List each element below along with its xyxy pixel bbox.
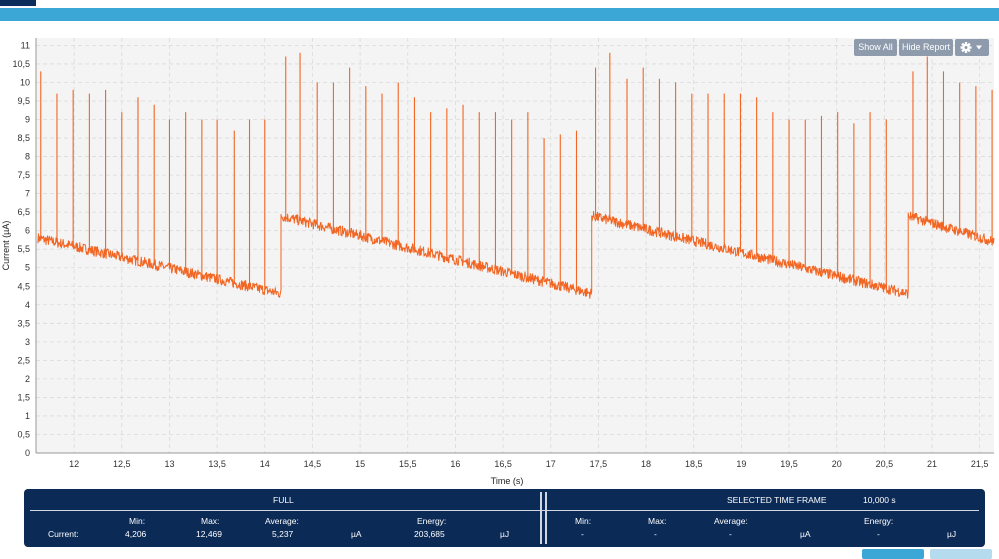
full-min-label: Min: [129,516,146,526]
current-chart[interactable]: 0 0,5 1 1,5 2 2,5 3 3,5 4 4,5 5 5,5 6 6,5 7 7,5 8 8,5 9 9,5… [0,30,999,490]
selected-energy-value: - [877,529,880,539]
selected-average-label: Average: [714,516,748,526]
selected-timeframe-header: SELECTED TIME FRAME [727,495,827,505]
y-tick-label: 5,5 [17,244,30,254]
gear-icon [960,42,982,53]
full-max-label: Max: [201,516,220,526]
y-tick-label: 1 [25,411,30,421]
x-tick-label: 14,5 [304,459,322,469]
x-tick-label: 18 [641,459,651,469]
y-tick-label: 1,5 [17,392,30,402]
spike-group [40,52,993,290]
plot-area [36,38,994,453]
full-average-value: 5,237 [272,529,294,539]
y-tick-label: 4 [25,300,30,310]
selected-duration: 10,000 s [863,495,896,505]
y-tick-label: 0,5 [17,429,30,439]
y-tick-label: 0 [25,448,30,458]
selected-energy-unit: µJ [947,529,957,539]
y-tick-label: 10,5 [12,59,30,69]
current-row-label: Current: [48,529,79,539]
y-tick-label: 10 [20,77,30,87]
y-tick-label: 8 [25,152,30,162]
x-tick-label: 20 [832,459,842,469]
y-tick-label: 9,5 [17,96,30,106]
y-tick-label: 7,5 [17,170,30,180]
x-tick-label: 17,5 [590,459,608,469]
x-tick-label: 14 [260,459,270,469]
x-tick-label: 18,5 [685,459,703,469]
y-tick-label: 2 [25,374,30,384]
x-tick-label: 13 [164,459,174,469]
selected-average-value: - [729,529,732,539]
x-tick-label: 19,5 [780,459,798,469]
y-tick-label: 3 [25,337,30,347]
full-energy-unit: µJ [500,529,510,539]
full-average-unit: µA [351,529,362,539]
selected-average-unit: µA [800,529,811,539]
report-divider [30,510,979,511]
y-tick-label: 8,5 [17,133,30,143]
x-tick-label: 16 [450,459,460,469]
full-header: FULL [273,495,294,505]
x-tick-label: 20,5 [876,459,894,469]
y-tick-label: 4,5 [17,281,30,291]
x-axis-label: Time (s) [491,476,524,486]
full-min-value: 4,206 [125,529,147,539]
x-tick-label: 13,5 [208,459,226,469]
x-tick-label: 19 [736,459,746,469]
x-tick-label: 12,5 [113,459,131,469]
full-energy-label: Energy: [417,516,447,526]
y-tick-label: 2,5 [17,355,30,365]
report-separator [545,492,547,544]
y-tick-label: 3,5 [17,318,30,328]
header-bar [0,8,999,21]
y-axis-label: Current (µA) [1,221,11,271]
report-separator [540,492,542,544]
report-panel: FULL SELECTED TIME FRAME 10,000 s Curren… [24,489,985,547]
bottom-action-button[interactable] [862,549,924,559]
selected-max-label: Max: [648,516,667,526]
x-tick-label: 12 [69,459,79,469]
x-tick-label: 21,5 [971,459,989,469]
y-tick-label: 6,5 [17,207,30,217]
selected-min-value: - [581,529,584,539]
grid-lines [36,38,994,454]
chevron-down-icon [976,45,982,50]
bottom-action-button-disabled[interactable] [930,549,992,559]
show-all-button[interactable]: Show All [854,39,897,56]
x-tick-label: 15,5 [399,459,417,469]
app-header [0,0,999,22]
x-tick-label: 15 [355,459,365,469]
full-max-value: 12,469 [196,529,222,539]
y-tick-label: 11 [21,40,30,50]
full-energy-value: 203,685 [414,529,445,539]
x-tick-label: 21 [927,459,937,469]
series-line [37,210,995,299]
x-tick-label: 16,5 [494,459,512,469]
y-tick-label: 6 [25,226,30,236]
settings-menu-button[interactable] [955,39,989,56]
x-tick-label: 17 [546,459,556,469]
selected-min-label: Min: [575,516,592,526]
y-tick-label: 7 [25,189,30,199]
selected-max-value: - [654,529,657,539]
selected-energy-label: Energy: [864,516,894,526]
full-average-label: Average: [265,516,299,526]
y-tick-label: 9 [25,115,30,125]
header-accent-bar [0,0,36,6]
hide-report-button[interactable]: Hide Report [899,39,953,56]
y-tick-label: 5 [25,263,30,273]
